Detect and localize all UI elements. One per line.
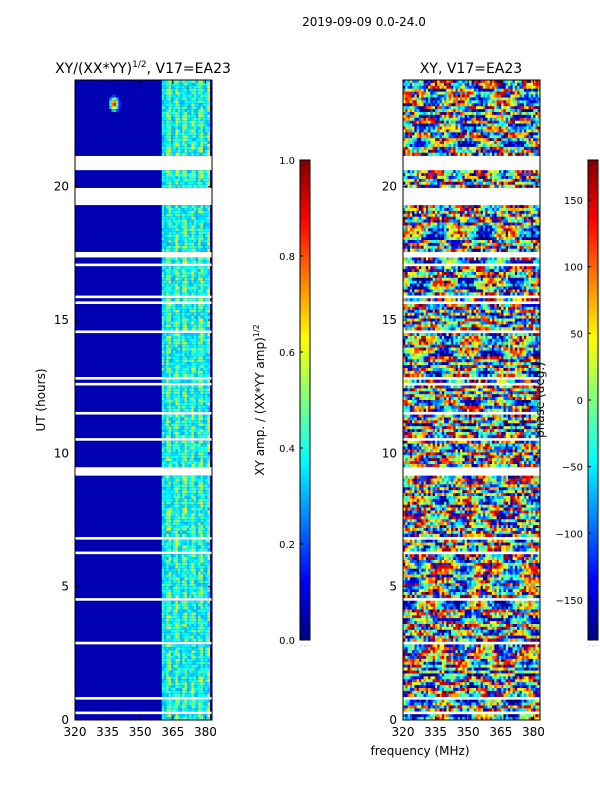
colorbar-tick-label: 0.4: [279, 444, 295, 455]
left-title-main: XY/(XX*YY): [55, 61, 132, 77]
left-axes: 320 335 350 365 380 0 5 10 15 20: [54, 80, 217, 739]
cb1-label-exp: 1/2: [252, 324, 261, 337]
shared-xlabel: frequency (MHz): [370, 744, 469, 758]
colorbar-tick-label: −50: [562, 463, 583, 474]
colorbar-tick-label: 0.0: [279, 636, 295, 647]
left-title-exp: 1/2: [132, 60, 146, 70]
y-tick-label: 15: [382, 313, 397, 327]
x-tick-label: 320: [64, 725, 87, 739]
colorbar-tick-label: 0: [577, 396, 583, 407]
y-tick-label: 15: [54, 313, 69, 327]
colorbar-tick-label: 0.8: [279, 252, 295, 263]
amplitude-colorbar: [299, 159, 311, 641]
right-plot-frame: [402, 79, 541, 721]
x-tick-label: 365: [489, 725, 512, 739]
left-ylabel: UT (hours): [34, 368, 48, 431]
left-panel-title: XY/(XX*YY)1/2, V17=EA23: [55, 60, 231, 77]
colorbar-tick-label: −150: [556, 596, 583, 607]
y-tick-label: 20: [54, 180, 69, 194]
colorbar-tick-label: −100: [556, 529, 583, 540]
y-tick-label: 10: [382, 446, 397, 460]
y-tick-label: 10: [54, 446, 69, 460]
cb1-label-main: XY amp. / (XX*YY amp): [253, 337, 267, 475]
y-tick-label: 5: [61, 580, 69, 594]
left-plot-frame: [74, 79, 213, 721]
x-tick-label: 335: [96, 725, 119, 739]
colorbar-tick-label: 0.2: [279, 540, 295, 551]
amplitude-colorbar-ticks: 0.0 0.2 0.4 0.6 0.8 1.0: [279, 156, 303, 647]
y-tick-label: 0: [389, 713, 397, 727]
y-tick-label: 5: [389, 580, 397, 594]
x-tick-label: 350: [457, 725, 480, 739]
x-tick-label: 380: [522, 725, 545, 739]
amplitude-colorbar-label: XY amp. / (XX*YY amp)1/2: [252, 324, 267, 475]
phase-colorbar-ticks: −150 −100 −50 0 50 100 150: [556, 196, 591, 607]
right-axes: 320 335 350 365 380 0 5 10 15 20: [382, 80, 545, 739]
x-tick-label: 365: [161, 725, 184, 739]
right-panel-title: XY, V17=EA23: [420, 61, 522, 77]
left-heatmap: [75, 80, 212, 720]
phase-colorbar-label: phase (deg.): [533, 362, 547, 438]
y-tick-label: 20: [382, 180, 397, 194]
left-title-tail: , V17=EA23: [147, 61, 231, 77]
right-heatmap: [403, 80, 540, 720]
colorbar-tick-label: 0.6: [279, 348, 295, 359]
colorbar-tick-label: 100: [564, 263, 583, 274]
colorbar-tick-label: 50: [570, 329, 583, 340]
x-tick-label: 335: [424, 725, 447, 739]
colorbar-tick-label: 1.0: [279, 156, 295, 167]
figure-suptitle: 2019-09-09 0.0-24.0: [302, 15, 426, 29]
y-tick-label: 0: [61, 713, 69, 727]
x-tick-label: 350: [129, 725, 152, 739]
x-tick-label: 320: [392, 725, 415, 739]
colorbar-tick-label: 150: [564, 196, 583, 207]
x-tick-label: 380: [194, 725, 217, 739]
